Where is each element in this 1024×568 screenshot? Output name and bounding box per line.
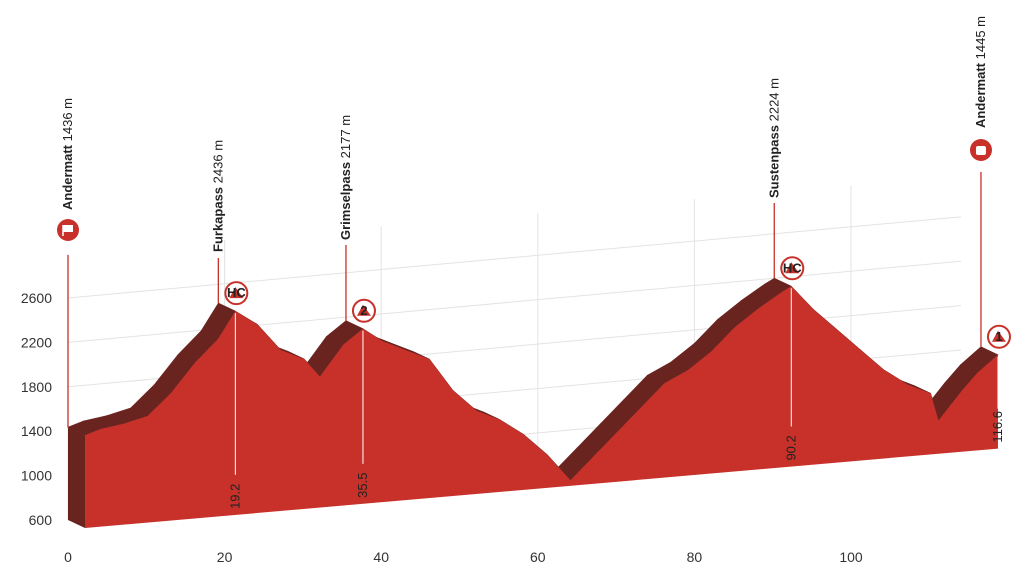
place-name: Grimselpass — [338, 162, 353, 240]
place-name: Andermatt — [60, 144, 75, 210]
km-label: 35.5 — [355, 473, 370, 498]
y-tick-label: 1800 — [21, 379, 52, 395]
finish-icon — [975, 146, 986, 155]
x-tick-label: 20 — [217, 549, 233, 565]
place-label: Andermatt 1436 m — [60, 98, 75, 210]
x-tick-label: 0 — [64, 549, 72, 565]
place-altitude: 2224 m — [766, 78, 781, 121]
y-tick-label: 2200 — [21, 334, 52, 350]
km-label: 116.6 — [990, 411, 1005, 443]
place-altitude: 1445 m — [973, 16, 988, 59]
climb-mountain — [229, 287, 244, 299]
climb-category: 1 — [995, 329, 1002, 344]
profile-area — [85, 286, 998, 528]
grid-line — [67, 216, 962, 299]
km-label: 90.2 — [783, 435, 798, 460]
place-altitude: 2436 m — [210, 140, 225, 183]
y-tick-label: 1000 — [21, 468, 52, 484]
place-altitude: 1436 m — [60, 98, 75, 141]
climb-mountain — [785, 262, 800, 274]
climb-mountain — [991, 330, 1006, 342]
profile-left-side — [68, 427, 85, 528]
km-label: 19.2 — [227, 484, 242, 509]
place-name: Andermatt — [973, 62, 988, 128]
place-name: Furkapass — [210, 187, 225, 252]
place-label: Furkapass 2436 m — [210, 140, 225, 252]
x-tick-label: 40 — [373, 549, 389, 565]
climb-category: HC — [227, 285, 246, 300]
place-label: Andermatt 1445 m — [973, 16, 988, 128]
x-tick-label: 60 — [530, 549, 546, 565]
place-altitude: 2177 m — [338, 115, 353, 158]
y-tick-label: 2600 — [21, 290, 52, 306]
place-label: Grimselpass 2177 m — [338, 115, 353, 240]
place-name: Sustenpass — [766, 125, 781, 198]
climb-mountain — [356, 304, 371, 316]
flag-icon — [63, 225, 73, 232]
x-tick-label: 100 — [839, 549, 863, 565]
climb-category: 2 — [360, 303, 367, 318]
place-label: Sustenpass 2224 m — [766, 78, 781, 198]
climb-category: HC — [783, 260, 802, 275]
y-tick-label: 1400 — [21, 423, 52, 439]
x-tick-label: 80 — [687, 549, 703, 565]
y-tick-label: 600 — [29, 512, 53, 528]
